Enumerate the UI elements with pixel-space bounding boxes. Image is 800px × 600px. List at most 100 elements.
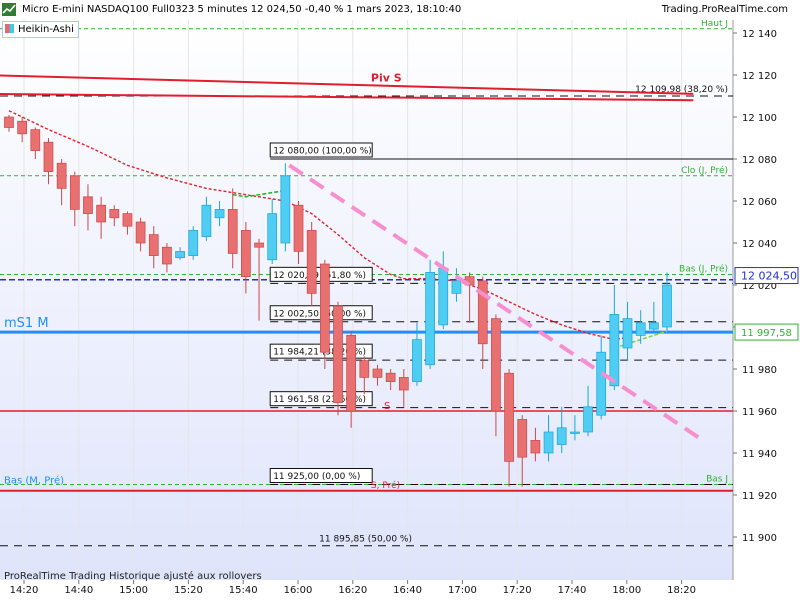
- candle-body: [477, 280, 488, 345]
- y-tick-label: 12 020: [742, 281, 777, 292]
- heikin-ashi-icon: [5, 24, 14, 33]
- pivot-s-label: Piv S: [371, 71, 402, 84]
- fib-label-box: [269, 142, 373, 158]
- candle-body: [83, 196, 93, 214]
- candle-body: [69, 175, 80, 210]
- candle-body: [543, 431, 554, 454]
- candle-body: [425, 272, 435, 366]
- x-tick-label: 15:00: [119, 585, 148, 596]
- y-tick-label: 12 080: [742, 155, 777, 166]
- daily-level-label: Haut J: [701, 20, 728, 29]
- pivot-resistance-line: [0, 74, 694, 95]
- daily-level-label: Clo (J, Pré): [681, 165, 728, 176]
- candle-body: [56, 162, 67, 189]
- fib-level-label: 12 020,79 (61,80 %): [273, 271, 366, 281]
- candle-body: [4, 116, 14, 128]
- plot-background: [0, 20, 733, 580]
- x-tick-label: 17:00: [448, 585, 477, 596]
- support-mark-label: S: [384, 401, 390, 412]
- x-tick-label: 16:00: [284, 585, 313, 596]
- x-tick-label: 16:20: [338, 585, 367, 596]
- candle-body: [451, 280, 462, 294]
- x-tick-label: 15:20: [174, 585, 203, 596]
- candle-body: [254, 242, 264, 248]
- time-axis-background: [0, 580, 733, 600]
- x-tick-label: 15:40: [229, 585, 258, 596]
- fib-level-label: 11 961,58 (23,60 %): [273, 395, 366, 405]
- price-chart[interactable]: Haut J Clo (J, Pré) Bas (J, Pré) Bas J 12 0…: [0, 20, 800, 600]
- candle-body: [372, 368, 383, 378]
- candle-body: [398, 377, 409, 391]
- daily-level-label: Bas (J, Pré): [679, 264, 728, 275]
- x-tick-label: 16:40: [393, 585, 422, 596]
- green-average-line: [232, 189, 286, 198]
- candle-body: [570, 431, 580, 434]
- support-prev-label: S, Pré): [371, 480, 400, 491]
- candle-body: [148, 234, 159, 256]
- fib-extension-label: 11 895,85 (50,00 %): [319, 535, 412, 545]
- candle-body: [662, 284, 672, 328]
- candle-body: [175, 251, 185, 259]
- fib-label-box: [269, 468, 373, 483]
- x-tick-label: 14:20: [10, 585, 39, 596]
- y-tick-label: 12 060: [742, 197, 777, 208]
- candle-body: [96, 204, 106, 223]
- last-price-value: 12 024,50: [741, 270, 797, 283]
- candle-body: [319, 263, 330, 353]
- fib-level-label: 12 080,00 (100,00 %): [273, 147, 372, 157]
- candle-body: [333, 305, 343, 403]
- candle-body: [517, 419, 528, 458]
- candle-body: [122, 213, 133, 227]
- candle-body: [622, 318, 633, 349]
- candle-body: [438, 267, 449, 326]
- y-tick-label: 11 960: [742, 407, 777, 418]
- pink-trend-line: [288, 163, 702, 440]
- monthly-low-label: Bas (M, Pré): [4, 475, 64, 487]
- candle-body: [267, 213, 278, 261]
- chart-title: Micro E-mini NASDAQ100 Full0323 5 minute…: [22, 4, 462, 15]
- candle-body: [596, 351, 607, 416]
- fib-level-label: 11 984,21 (38,20 %): [273, 348, 366, 358]
- fib-level-label: 12 002,50 (50,00 %): [273, 309, 366, 319]
- fib-level-label: 11 925,00 (0,00 %): [273, 472, 360, 482]
- y-tick-label: 11 920: [742, 491, 777, 502]
- x-tick-label: 18:20: [667, 585, 696, 596]
- candle-body: [583, 406, 593, 433]
- candle-body: [359, 360, 370, 378]
- candle-body: [385, 372, 396, 382]
- footer-note: ProRealTime Trading Historique ajusté au…: [4, 570, 262, 582]
- candle-body: [17, 120, 28, 135]
- y-tick-label: 11 940: [742, 449, 777, 460]
- ms1-label: mS1 M: [4, 316, 49, 331]
- chart-header: Micro E-mini NASDAQ100 Full0323 5 minute…: [0, 0, 800, 21]
- candle-body: [214, 209, 225, 219]
- candle-body: [609, 314, 620, 387]
- candle-body: [346, 335, 357, 412]
- candle-body: [293, 204, 304, 252]
- candle-body: [530, 440, 541, 454]
- moving-average-line: [8, 110, 628, 341]
- candle-body: [162, 246, 172, 265]
- brand-label: Trading.ProRealTime.com: [661, 4, 788, 15]
- candle-body: [30, 129, 41, 151]
- pivot-resistance-line: [0, 93, 694, 102]
- y-tick-label: 12 140: [742, 29, 777, 40]
- heikin-ashi-tag[interactable]: Heikin-Ashi: [2, 21, 79, 38]
- ms1-value-badge: [734, 323, 799, 341]
- candle-body: [201, 204, 212, 238]
- prorealtime-logo-icon: [2, 3, 16, 16]
- candle-body: [306, 230, 317, 294]
- y-tick-label: 12 040: [742, 239, 777, 250]
- candle-body: [241, 230, 251, 277]
- candle-body: [43, 141, 54, 172]
- candle-body: [635, 322, 646, 336]
- candle-body: [556, 427, 567, 445]
- fib-extension-label: 12 109,98 (38,20 %): [635, 85, 728, 95]
- candle-body: [280, 175, 291, 244]
- candle-body: [491, 318, 501, 412]
- indicator-label: Heikin-Ashi: [18, 24, 74, 35]
- candle-body: [648, 322, 659, 330]
- candle-body: [227, 209, 238, 254]
- candle-body: [504, 372, 514, 462]
